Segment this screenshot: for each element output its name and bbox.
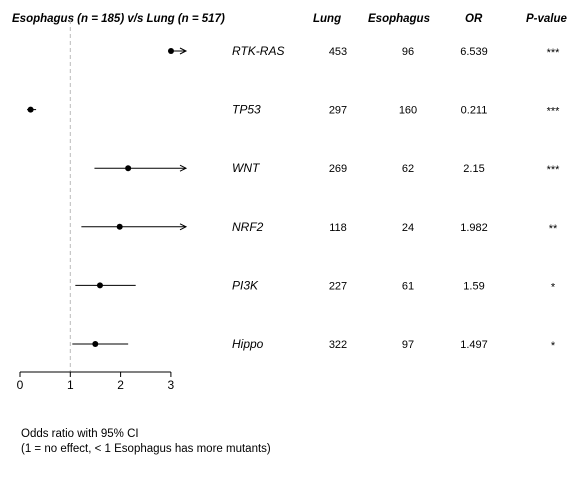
- column-header-esophagus: Esophagus: [368, 13, 430, 25]
- footnote-explanation: (1 = no effect, < 1 Esophagus has more m…: [21, 443, 271, 455]
- lung-count: 118: [329, 222, 347, 234]
- esophagus-count: 160: [399, 105, 417, 117]
- p-value-stars: **: [549, 223, 558, 235]
- x-tick-label: 2: [117, 378, 124, 392]
- chart-title: Esophagus (n = 185) v/s Lung (n = 517): [12, 13, 225, 25]
- forest-rows: RTK-RAS 453 96 6.539 ***TP53 297 160 0.211 ***WN…: [27, 44, 560, 352]
- odds-ratio-value: 6.539: [460, 46, 488, 58]
- lung-count: 269: [329, 163, 347, 175]
- esophagus-count: 96: [402, 46, 414, 58]
- or-point: [92, 341, 99, 347]
- column-header-p-value: P-value: [526, 13, 567, 25]
- forest-row-tp53: TP53 297 160 0.211 ***: [27, 103, 560, 118]
- forest-row-rtk-ras: RTK-RAS 453 96 6.539 ***: [167, 44, 561, 59]
- footnote-axis-label: Odds ratio with 95% CI: [21, 428, 139, 440]
- column-header-or: OR: [465, 13, 483, 25]
- gene-label: RTK-RAS: [232, 44, 284, 58]
- p-value-stars: ***: [547, 47, 561, 59]
- or-point: [96, 282, 103, 289]
- p-value-stars: ***: [547, 106, 561, 118]
- gene-label: TP53: [232, 103, 261, 117]
- odds-ratio-value: 0.211: [461, 105, 488, 117]
- p-value-stars: ***: [547, 164, 561, 176]
- or-point: [125, 165, 132, 172]
- forest-row-hippo: Hippo 322 97 1.497 *: [72, 337, 556, 352]
- x-tick-label: 1: [67, 378, 74, 392]
- lung-count: 322: [329, 339, 347, 351]
- odds-ratio-value: 1.59: [463, 280, 484, 292]
- esophagus-count: 97: [402, 339, 414, 351]
- forest-row-pi3k: PI3K 227 61 1.59 *: [75, 278, 556, 293]
- gene-label: Hippo: [232, 337, 264, 351]
- gene-label: WNT: [232, 161, 261, 175]
- esophagus-count: 62: [402, 163, 414, 175]
- ci-arrow: [179, 223, 188, 231]
- ci-arrow: [179, 47, 188, 55]
- x-tick-label: 3: [168, 378, 175, 392]
- odds-ratio-value: 1.497: [460, 339, 488, 351]
- x-axis-ticks: 0 1 2 3: [17, 372, 175, 392]
- lung-count: 227: [329, 280, 347, 292]
- p-value-stars: *: [551, 340, 556, 352]
- p-value-stars: *: [551, 281, 556, 293]
- gene-label: NRF2: [232, 220, 264, 234]
- or-point: [116, 223, 123, 230]
- odds-ratio-value: 1.982: [460, 222, 488, 234]
- x-tick-label: 0: [17, 378, 24, 392]
- or-point: [167, 48, 174, 54]
- lung-count: 297: [329, 105, 347, 117]
- gene-label: PI3K: [232, 278, 259, 292]
- or-point: [27, 106, 34, 113]
- forest-row-nrf2: NRF2 118 24 1.982 **: [81, 220, 558, 235]
- ci-arrow: [179, 164, 188, 172]
- odds-ratio-value: 2.15: [463, 163, 484, 175]
- lung-count: 453: [329, 46, 347, 58]
- esophagus-count: 24: [402, 222, 414, 234]
- esophagus-count: 61: [402, 280, 414, 292]
- column-header-lung: Lung: [313, 13, 342, 25]
- forest-row-wnt: WNT 269 62 2.15 ***: [94, 161, 560, 176]
